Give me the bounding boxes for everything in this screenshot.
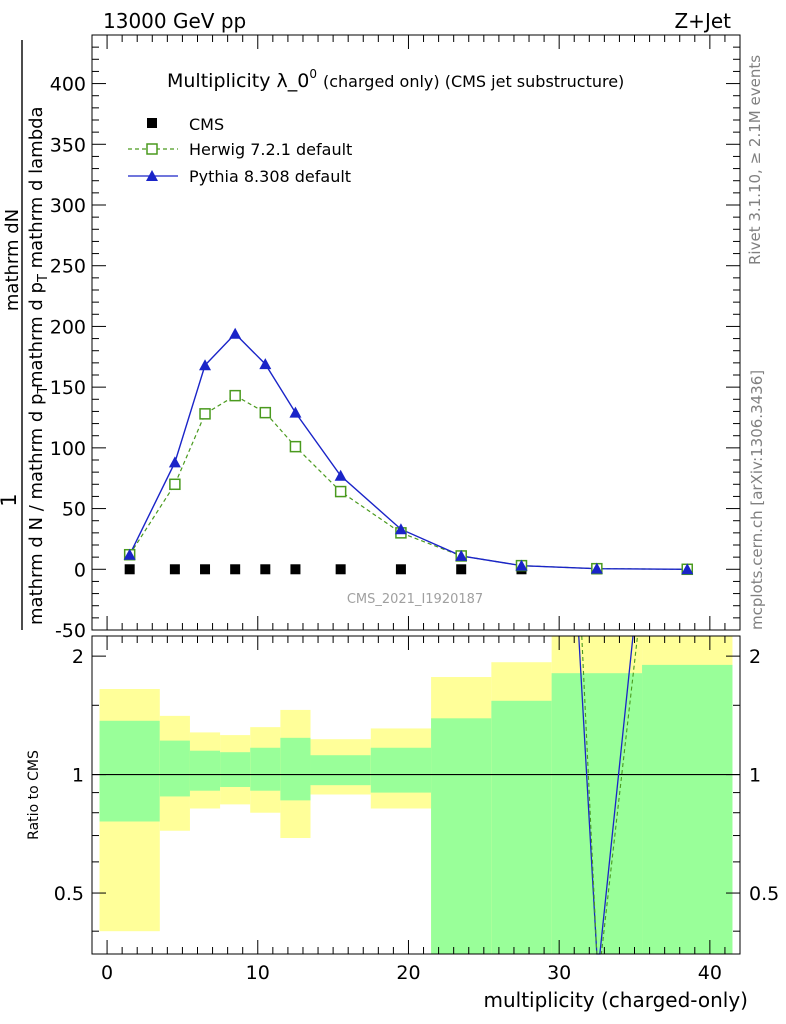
- upper-panel: -50 0 50 100 150 200 250 300 350 400 CMS_2021_I19…: [50, 34, 741, 642]
- pythia-point: [123, 548, 136, 560]
- upper-ylabel: 1 mathrm dN mathrm d N / mathrm d pT mat…: [0, 40, 51, 630]
- legend-herwig-label: Herwig 7.2.1 default: [189, 140, 352, 159]
- herwig-point: [169, 478, 181, 491]
- y-tick-label: 350: [50, 134, 86, 156]
- ratio-band-inner: [99, 720, 160, 822]
- analysis-id: CMS_2021_I1920187: [347, 592, 483, 607]
- y-tick-label: 250: [50, 256, 86, 278]
- ratio-band-inner: [370, 747, 432, 793]
- ratio-ylabel: Ratio to CMS: [26, 750, 42, 840]
- x-tick-label: 20: [396, 962, 420, 984]
- ratio-band-inner: [551, 673, 643, 954]
- legend-cms-marker: [147, 118, 157, 128]
- cms-point: [260, 564, 271, 575]
- x-tick-label: 40: [698, 962, 722, 984]
- pythia-point: [229, 327, 242, 339]
- y-tick-label: -50: [55, 620, 86, 642]
- x-tick-label: 30: [547, 962, 571, 984]
- pythia-point: [515, 559, 528, 571]
- ratio-band-inner: [159, 740, 190, 797]
- header-right: Z+Jet: [674, 9, 731, 33]
- header-left: 13000 GeV pp: [103, 9, 246, 33]
- pythia-point: [259, 358, 272, 370]
- upper-frame: [91, 34, 741, 631]
- x-tick-label: 10: [246, 962, 270, 984]
- pythia-point: [681, 563, 694, 575]
- ratio-band-inner: [220, 752, 251, 787]
- ratio-band-inner: [310, 755, 371, 786]
- ratio-y-tick-label-right: 0.5: [749, 883, 779, 905]
- mcplots-label: mcplots.cern.ch [arXiv:1306.3436]: [748, 370, 766, 630]
- x-axis-label: multiplicity (charged-only): [483, 988, 748, 1012]
- cms-point: [230, 564, 241, 575]
- legend-cms-label: CMS: [189, 115, 224, 134]
- herwig-point: [334, 485, 347, 498]
- ratio-band-inner: [189, 750, 221, 791]
- ratio-y-tick-label: 0.5: [54, 883, 84, 905]
- herwig-point: [199, 408, 211, 420]
- cms-point: [335, 564, 346, 575]
- herwig-point: [289, 440, 302, 453]
- ratio-y-tick-label-right: 1: [749, 765, 761, 787]
- pythia-point: [394, 523, 407, 535]
- pythia-point: [590, 562, 603, 574]
- ratio-band-inner: [431, 718, 492, 954]
- pythia-point: [289, 406, 302, 418]
- pythia-point: [455, 549, 468, 561]
- plot-title: Multiplicity λ_00 (charged only) (CMS jet…: [167, 67, 624, 92]
- herwig-point: [229, 389, 241, 402]
- cms-point: [456, 564, 467, 575]
- pythia-point: [334, 469, 347, 481]
- ratio-band-inner: [642, 664, 733, 954]
- ratio-y-tick-label: 2: [72, 646, 84, 668]
- legend-pythia-label: Pythia 8.308 default: [189, 167, 351, 186]
- ratio-frame: [91, 635, 741, 955]
- cms-point: [169, 564, 180, 575]
- herwig-line: [129, 394, 688, 570]
- legend: CMS Herwig 7.2.1 default Pythia 8.308 de…: [128, 115, 352, 186]
- rivet-label: Rivet 3.1.10, ≥ 2.1M events: [746, 55, 764, 265]
- ratio-panel: 0.5 0.51 12 20 10 20 30 40 Ratio to CMS multipl…: [26, 635, 779, 1012]
- pythia-point: [199, 359, 212, 371]
- y-tick-label: 400: [50, 74, 86, 96]
- y-tick-label: 150: [50, 377, 86, 399]
- ratio-band-inner: [280, 737, 311, 801]
- y-tick-label: 300: [50, 195, 86, 217]
- x-tick-label: 0: [101, 962, 113, 984]
- ylabel-one: 1: [0, 493, 21, 506]
- legend-herwig-marker: [146, 143, 158, 155]
- cms-point: [200, 564, 211, 575]
- pythia-line: [129, 332, 688, 570]
- cms-point: [395, 564, 406, 575]
- ylabel-denom-line1: mathrm d N / mathrm d pT: [26, 386, 51, 625]
- ratio-y-tick-label-right: 2: [749, 646, 761, 668]
- herwig-point: [259, 406, 272, 419]
- y-tick-label: 100: [50, 438, 86, 460]
- y-tick-label: 200: [50, 316, 86, 338]
- cms-point: [124, 564, 135, 575]
- ratio-y-tick-label: 1: [72, 765, 84, 787]
- y-tick-label: 50: [62, 499, 86, 521]
- ratio-band-inner: [491, 700, 552, 954]
- y-tick-label: 0: [74, 559, 86, 581]
- pythia-point: [168, 456, 181, 468]
- ratio-band-inner: [250, 747, 281, 791]
- ylabel-numerator: mathrm dN: [2, 209, 23, 311]
- cms-point: [290, 564, 301, 575]
- legend-pythia-marker: [146, 170, 158, 181]
- ylabel-denom-line2: mathrm d pT mathrm d lambda: [26, 106, 51, 388]
